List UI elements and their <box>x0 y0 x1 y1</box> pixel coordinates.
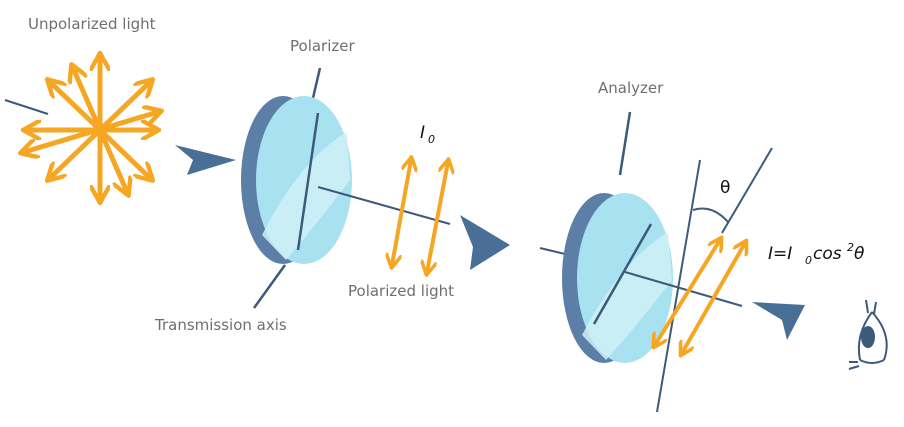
polarizer-leader <box>311 67 322 99</box>
formula-theta: θ <box>854 244 865 264</box>
theta-arc <box>692 207 729 223</box>
analyzer-leader <box>618 111 632 176</box>
polarizer-lens <box>241 96 352 264</box>
incoming-beam-line <box>4 99 49 115</box>
i0-subscript: 0 <box>428 133 435 146</box>
direction-arrow-1 <box>175 145 236 175</box>
formula-subscript: 0 <box>805 254 812 267</box>
transmission-axis-leader <box>252 264 287 309</box>
formula-superscript: 2 <box>847 241 854 254</box>
transmitted-light-arrows <box>655 240 745 353</box>
formula-cos: cos <box>813 244 842 264</box>
formula-i: I=I <box>768 244 792 264</box>
analyzer-axis <box>592 223 653 325</box>
polarized-light-arrows <box>392 160 448 272</box>
analyzer-lens <box>562 193 673 363</box>
polarized-light-label: Polarized light <box>348 282 454 300</box>
direction-arrow-3 <box>752 302 805 340</box>
polarizer-label: Polarizer <box>290 37 355 55</box>
eye-icon <box>848 299 888 370</box>
unpolarized-light-icon <box>24 57 158 199</box>
analyzer-label: Analyzer <box>598 79 664 97</box>
theta-label: θ <box>720 178 730 198</box>
analyzer-tilted-axis <box>721 147 773 234</box>
direction-arrow-2 <box>460 215 510 270</box>
unpolarized-light-label: Unpolarized light <box>28 15 156 33</box>
i0-label: I 0 <box>420 123 435 146</box>
malus-law-formula: I=I 0 cos 2 θ <box>768 241 865 267</box>
transmission-axis-label: Transmission axis <box>154 316 287 334</box>
polarizer-axis <box>296 112 320 251</box>
i0-letter: I <box>420 123 425 143</box>
